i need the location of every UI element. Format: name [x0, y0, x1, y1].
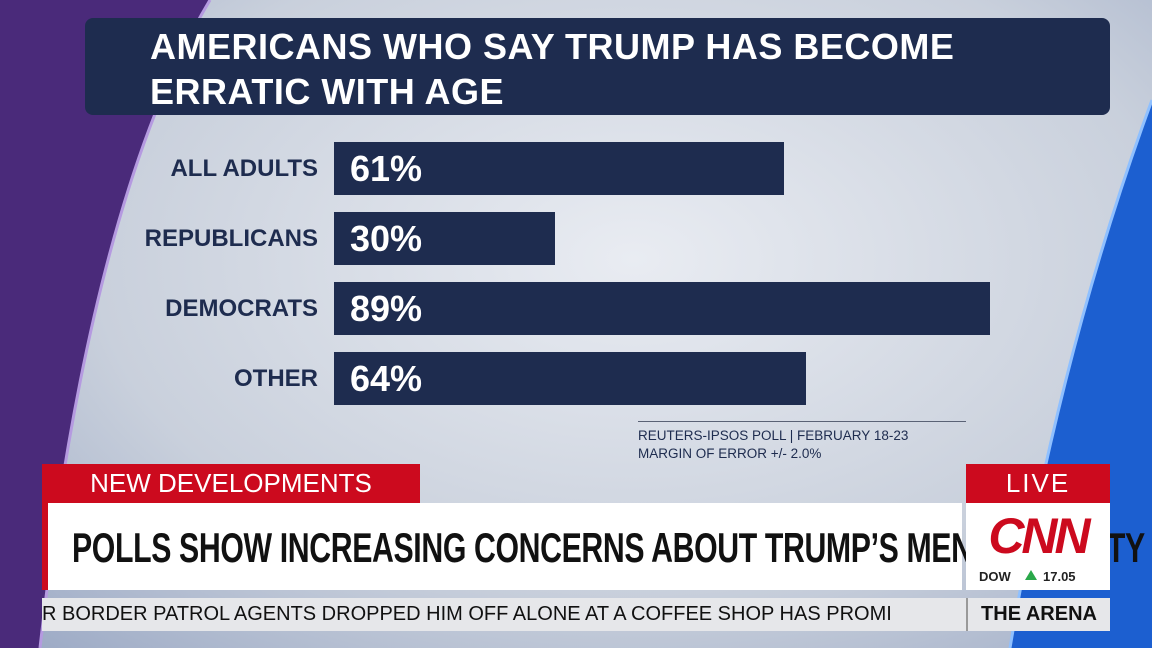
show-name: THE ARENA: [966, 598, 1110, 631]
live-badge: LIVE: [966, 464, 1110, 503]
ticker: R BORDER PATROL AGENTS DROPPED HIM OFF A…: [42, 603, 892, 625]
bar: [334, 142, 784, 195]
source: REUTERS-IPSOS POLL | FEBRUARY 18-23: [638, 428, 909, 443]
bar: [334, 352, 806, 405]
chart-title: AMERICANS WHO SAY TRUMP HAS BECOME ERRAT…: [150, 26, 955, 112]
value-label: 30%: [350, 218, 423, 259]
note: MARGIN OF ERROR +/- 2.0%: [638, 446, 822, 461]
value-label: 61%: [350, 148, 423, 189]
logo: CNN: [988, 508, 1090, 564]
value-label: 64%: [350, 358, 423, 399]
logo-box: [966, 503, 1110, 590]
ticker-box: [42, 598, 1110, 631]
category-label: OTHER: [234, 365, 318, 392]
index-change: 17.05: [1043, 569, 1076, 584]
category-label: REPUBLICANS: [144, 225, 318, 252]
category-label: DEMOCRATS: [165, 295, 318, 322]
bar: [334, 212, 556, 265]
headline-box: [42, 503, 962, 590]
title-box: [85, 18, 1110, 115]
banner: NEW DEVELOPMENTS: [42, 464, 420, 503]
source-rule: [638, 421, 966, 422]
index-name: DOW: [979, 569, 1011, 584]
value-label: 89%: [350, 288, 423, 329]
bar: [334, 282, 990, 335]
up-arrow: [1025, 570, 1037, 580]
category-label: ALL ADULTS: [170, 155, 318, 182]
